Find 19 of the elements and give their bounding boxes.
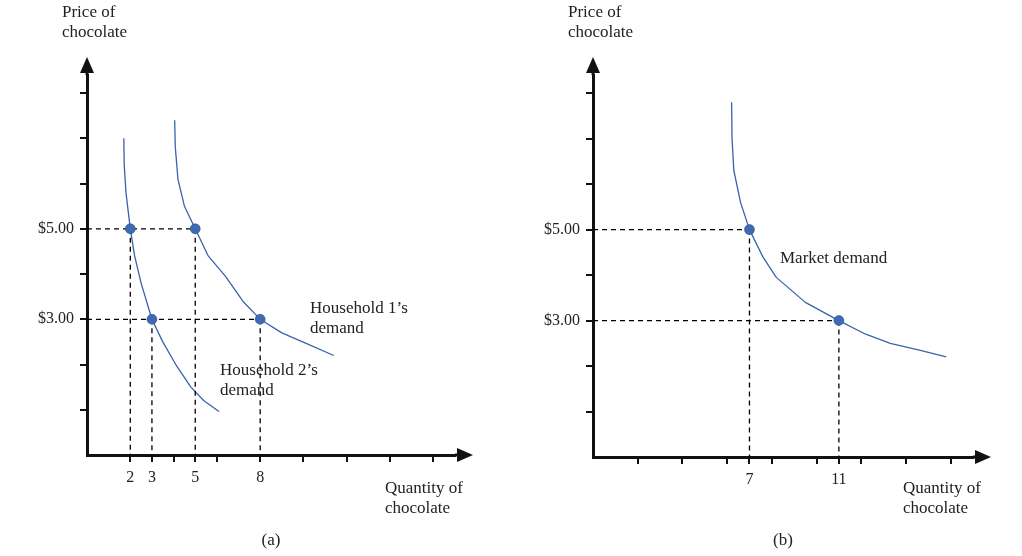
x-tick-label: 7 [745,469,754,487]
annotation: Household 2’s demand [220,360,319,400]
text: (a) [260,530,282,550]
y-axis-title: Price of chocolate [62,2,129,42]
y-tick-label: $5.00 [544,219,580,237]
y-tick-label: $5.00 [38,219,74,237]
x-tick-label: 8 [256,467,265,485]
x-tick-label: 3 [147,467,156,485]
y-tick-label: $3.00 [544,310,580,328]
x-tick-label: 5 [191,467,200,485]
x-tick-label: 11 [831,469,847,487]
text: (b) [772,530,794,550]
annotation: Household 1’s demand [310,298,409,338]
y-axis-title: Price of chocolate [568,2,635,42]
x-axis-title: Quantity of chocolate [903,478,982,518]
x-tick-label: 2 [126,467,135,485]
x-axis-title: Quantity of chocolate [385,478,464,518]
annotation: Market demand [780,248,889,268]
y-tick-label: $3.00 [38,309,74,327]
